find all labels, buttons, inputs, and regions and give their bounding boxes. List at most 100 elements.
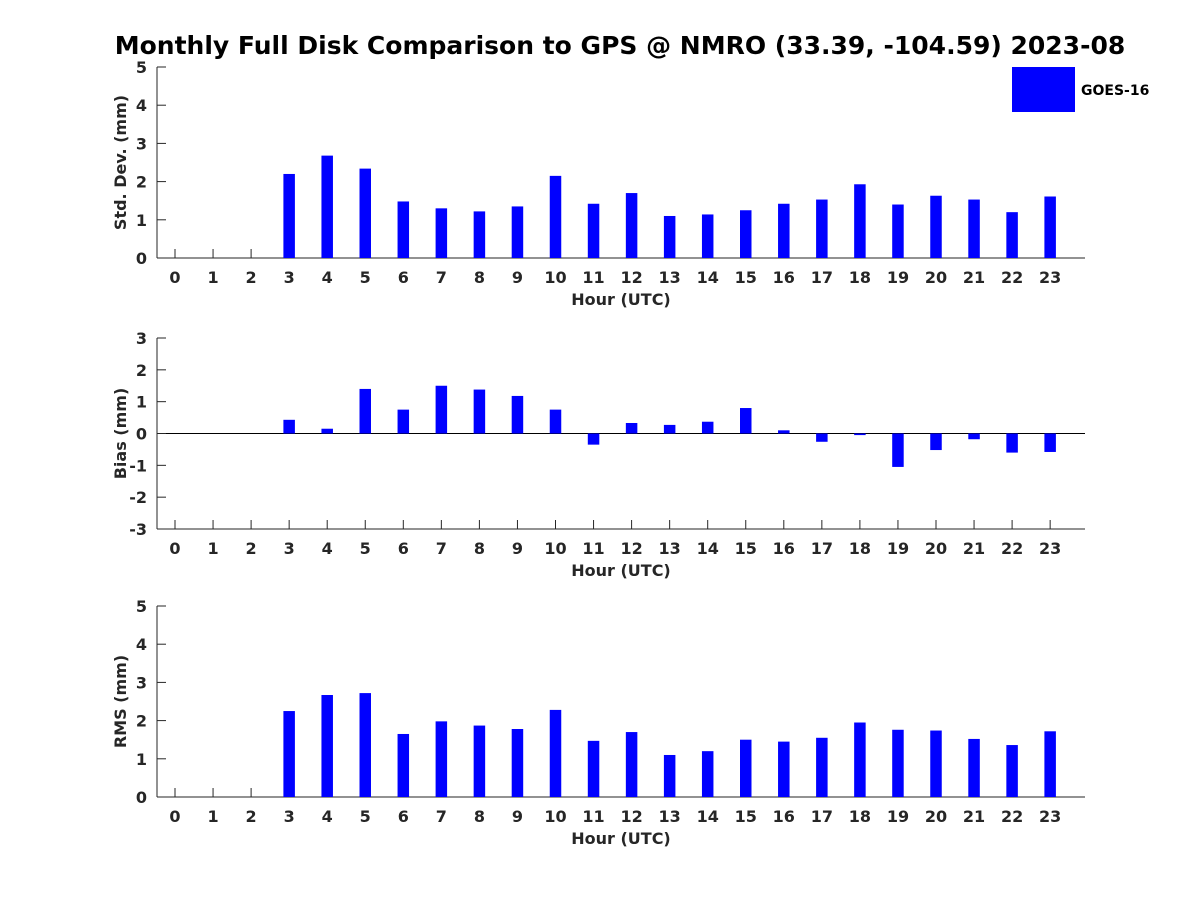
y-tick-label: -2 — [129, 488, 147, 507]
x-tick-label: 6 — [398, 539, 409, 558]
x-tick-label: 21 — [963, 539, 985, 558]
x-tick-label: 2 — [246, 268, 257, 287]
x-tick-label: 4 — [322, 807, 333, 826]
x-tick-label: 13 — [659, 539, 681, 558]
x-tick-label: 0 — [169, 807, 180, 826]
bar — [778, 203, 790, 258]
bar — [511, 206, 524, 258]
bar — [778, 430, 790, 434]
bar — [435, 385, 448, 434]
bar — [701, 214, 714, 258]
bar — [473, 725, 486, 797]
bar — [816, 433, 828, 442]
x-tick-label: 15 — [735, 539, 757, 558]
x-tick-label: 5 — [360, 807, 371, 826]
bar — [587, 203, 600, 258]
y-tick-label: 2 — [136, 361, 147, 380]
x-tick-label: 14 — [697, 807, 719, 826]
x-tick-label: 11 — [582, 539, 604, 558]
y-tick-label: 3 — [136, 134, 147, 153]
x-tick-label: 14 — [697, 539, 719, 558]
bar — [1006, 212, 1018, 258]
x-tick-label: 0 — [169, 539, 180, 558]
y-axis-label: Std. Dev. (mm) — [111, 95, 130, 230]
x-tick-label: 7 — [436, 268, 447, 287]
bar — [321, 428, 333, 434]
x-tick-label: 18 — [849, 807, 871, 826]
x-tick-label: 19 — [887, 268, 909, 287]
bar — [930, 195, 942, 258]
bar — [892, 433, 904, 467]
bar — [587, 433, 600, 445]
bar — [283, 419, 295, 434]
x-tick-label: 9 — [512, 807, 523, 826]
y-tick-label: -1 — [129, 456, 147, 475]
x-tick-label: 1 — [207, 539, 218, 558]
x-tick-label: 7 — [436, 807, 447, 826]
bar — [397, 409, 410, 434]
y-tick-label: 3 — [136, 673, 147, 692]
bar — [625, 422, 638, 434]
bar — [1044, 196, 1056, 258]
x-tick-label: 20 — [925, 539, 947, 558]
x-tick-label: 12 — [620, 807, 642, 826]
y-tick-label: 0 — [136, 425, 147, 444]
x-axis-label: Hour (UTC) — [571, 290, 671, 309]
bar — [435, 721, 448, 797]
bar — [435, 208, 448, 258]
y-tick-label: 5 — [136, 597, 147, 616]
x-tick-label: 10 — [544, 268, 566, 287]
bar — [473, 211, 486, 258]
y-axis-label: RMS (mm) — [111, 655, 130, 748]
y-tick-label: 2 — [136, 712, 147, 731]
x-tick-label: 3 — [284, 807, 295, 826]
x-tick-label: 22 — [1001, 539, 1023, 558]
bar — [663, 424, 676, 434]
x-tick-label: 19 — [887, 539, 909, 558]
x-tick-label: 13 — [659, 268, 681, 287]
x-tick-label: 16 — [773, 539, 795, 558]
x-tick-label: 2 — [246, 539, 257, 558]
y-tick-label: 1 — [136, 393, 147, 412]
bar — [740, 739, 752, 797]
bar — [321, 695, 333, 797]
bar — [816, 199, 828, 258]
x-tick-label: 10 — [544, 807, 566, 826]
x-tick-label: 19 — [887, 807, 909, 826]
bar — [549, 175, 562, 258]
x-tick-label: 13 — [659, 807, 681, 826]
x-tick-label: 16 — [773, 268, 795, 287]
x-tick-label: 0 — [169, 268, 180, 287]
bar — [892, 729, 904, 797]
bar — [359, 168, 371, 258]
x-tick-label: 4 — [322, 539, 333, 558]
x-tick-label: 23 — [1039, 539, 1061, 558]
x-tick-label: 12 — [620, 539, 642, 558]
bar — [321, 155, 333, 258]
bar — [701, 421, 714, 434]
bar — [740, 408, 752, 434]
x-tick-label: 22 — [1001, 807, 1023, 826]
x-tick-label: 21 — [963, 268, 985, 287]
bar — [778, 741, 790, 797]
bar — [511, 729, 524, 797]
bar — [816, 737, 828, 797]
y-tick-label: 1 — [136, 211, 147, 230]
bar — [283, 173, 295, 258]
x-tick-label: 21 — [963, 807, 985, 826]
bar — [397, 201, 410, 258]
bar — [1044, 731, 1056, 797]
bar — [549, 709, 562, 797]
chart-title: Monthly Full Disk Comparison to GPS @ NM… — [115, 31, 1126, 60]
bar — [359, 388, 371, 434]
y-axis-label: Bias (mm) — [111, 388, 130, 480]
y-tick-label: -3 — [129, 520, 147, 539]
x-tick-label: 7 — [436, 539, 447, 558]
x-tick-label: 8 — [474, 268, 485, 287]
y-tick-label: 0 — [136, 249, 147, 268]
x-axis-label: Hour (UTC) — [571, 561, 671, 580]
bar — [397, 733, 410, 797]
bar — [968, 738, 980, 797]
